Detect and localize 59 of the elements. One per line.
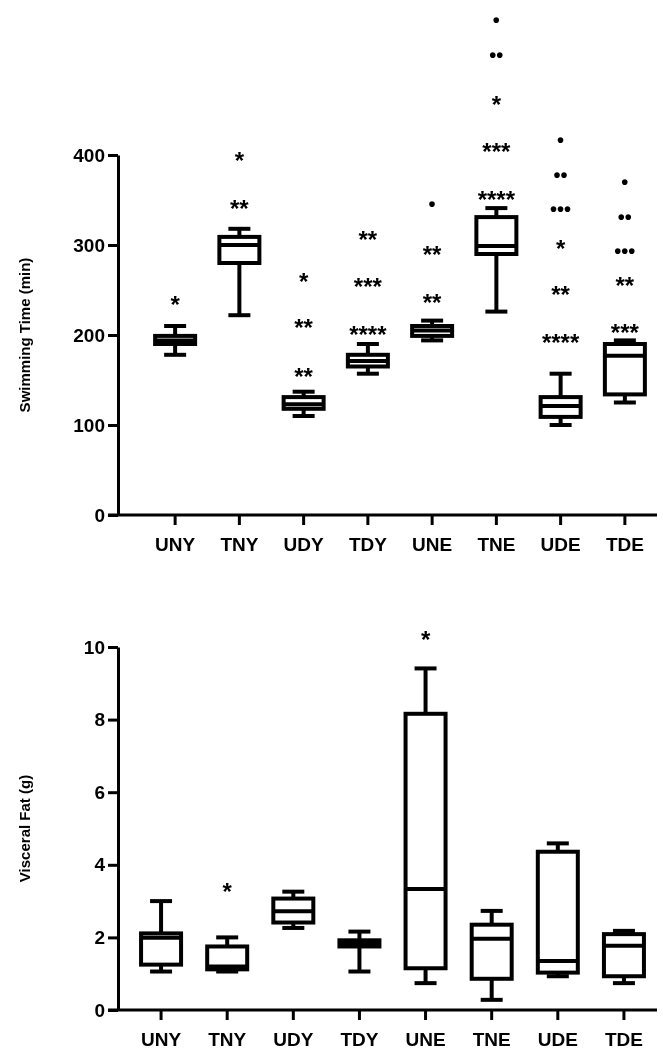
- annotation: ***: [482, 137, 512, 165]
- annotation: ••: [617, 206, 632, 228]
- annotation: *: [170, 290, 181, 318]
- text: •: [557, 129, 565, 151]
- annotation: *: [420, 625, 431, 653]
- x-tick-label: TDY: [348, 534, 388, 555]
- x-tick-label: UNY: [141, 1029, 182, 1050]
- annotation: **: [294, 362, 314, 390]
- annotation: ****: [477, 185, 516, 213]
- annotation: *: [555, 234, 566, 262]
- text: ••: [489, 44, 504, 66]
- y-axis-title: Visceral Fat (g): [16, 774, 33, 883]
- x-tick-label: TNE: [472, 1029, 511, 1050]
- annotation: •: [621, 171, 629, 193]
- annotation: **: [551, 280, 571, 308]
- x-tick-label: TNY: [208, 1029, 247, 1050]
- text: *: [491, 90, 502, 118]
- annotation: **: [615, 271, 635, 299]
- annotation: **: [422, 240, 443, 268]
- y-tick-label: 100: [73, 414, 105, 436]
- x-tick-label: UNE: [405, 1029, 446, 1050]
- x-tick-label: TNE: [477, 534, 516, 555]
- annotation: ***: [353, 272, 383, 300]
- annotation: *: [298, 267, 309, 295]
- x-tick-label: TDE: [605, 534, 644, 555]
- x-tick-label: UDE: [537, 1029, 578, 1050]
- annotation: **: [422, 288, 443, 316]
- annotation: *: [234, 146, 245, 174]
- annotation: *: [222, 877, 233, 905]
- annotation: ****: [349, 320, 388, 348]
- annotation: **: [294, 313, 314, 341]
- y-tick-label: 300: [73, 234, 105, 256]
- y-tick-label: 400: [73, 144, 105, 166]
- x-tick-label: UDE: [540, 534, 581, 555]
- x-tick-label: UDY: [283, 534, 324, 555]
- y-tick-label: 6: [94, 781, 105, 803]
- y-tick-label: 200: [73, 324, 105, 346]
- y-tick-label: 4: [94, 854, 106, 876]
- y-tick-label: 10: [83, 636, 105, 658]
- annotation: •••: [614, 240, 636, 262]
- y-axis-title: Swimming Time (min): [16, 257, 33, 413]
- annotation: ••: [553, 164, 568, 186]
- annotation: •: [428, 193, 436, 215]
- x-tick-label: TDY: [340, 1029, 379, 1050]
- y-tick-label: 8: [94, 709, 105, 731]
- x-tick-label: UNY: [155, 534, 196, 555]
- y-tick-label: 2: [94, 926, 105, 948]
- y-tick-label: 0: [94, 999, 105, 1021]
- x-tick-label: UNE: [412, 534, 453, 555]
- annotation: ****: [541, 328, 580, 356]
- x-tick-label: UDY: [273, 1029, 314, 1050]
- x-tick-label: TNY: [220, 534, 259, 555]
- annotation: **: [358, 225, 378, 253]
- text: •: [492, 9, 500, 31]
- x-tick-label: TDE: [604, 1029, 643, 1050]
- annotation: •••: [550, 198, 572, 220]
- annotation: **: [230, 194, 250, 222]
- y-tick-label: 0: [94, 504, 105, 526]
- annotation: ***: [610, 318, 640, 346]
